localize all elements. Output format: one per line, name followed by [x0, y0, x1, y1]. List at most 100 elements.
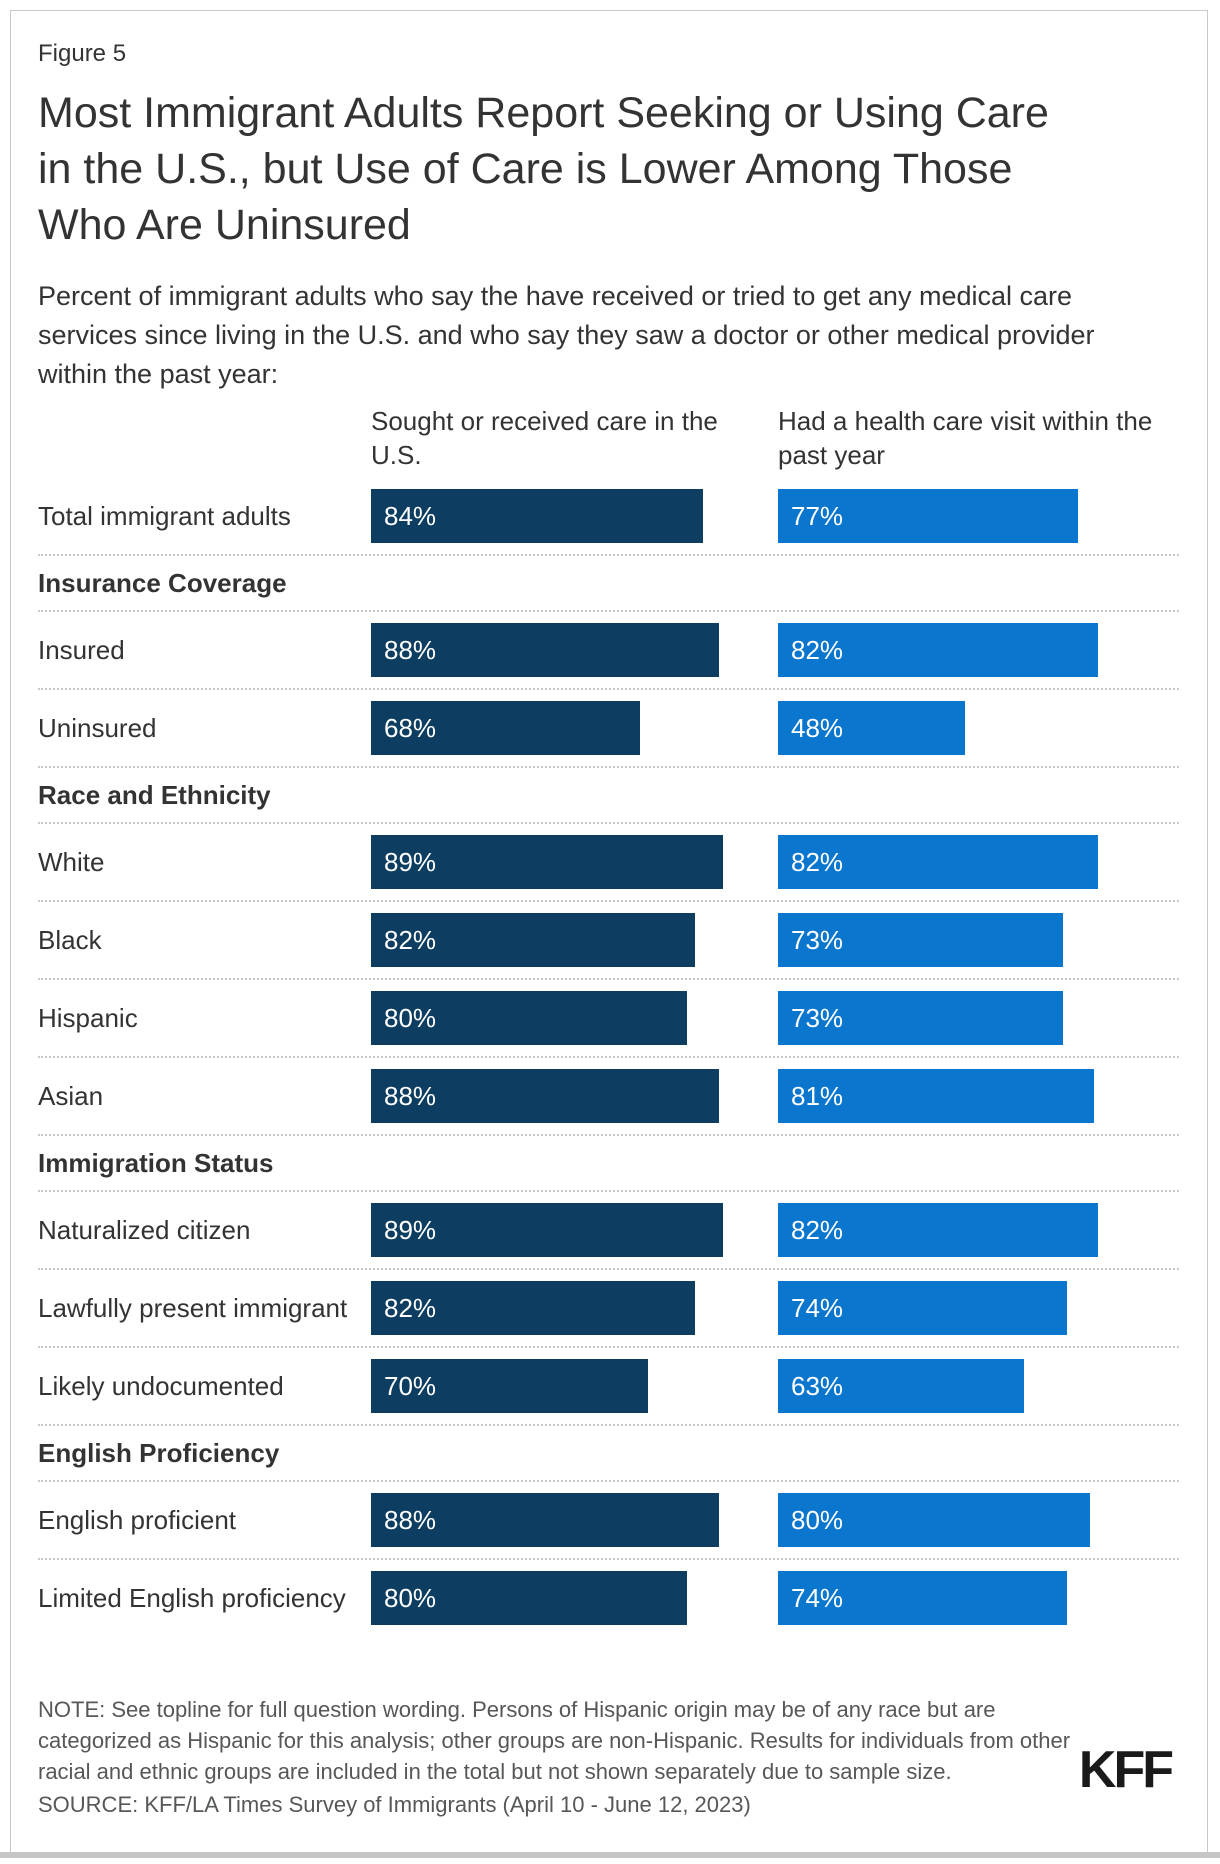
- bar-value-label: 84%: [384, 500, 437, 531]
- sought-care-bar-track: 70%: [371, 1359, 766, 1413]
- sought-care-bar-track: 84%: [371, 489, 766, 543]
- bar-value-label: 68%: [384, 712, 437, 743]
- health-visit-bar: 73%: [778, 913, 1063, 967]
- chart-title: Most Immigrant Adults Report Seeking or …: [38, 89, 1049, 249]
- bar-value-label: 82%: [384, 1292, 437, 1323]
- bar-value-label: 82%: [791, 846, 844, 877]
- bar-row: Total immigrant adults 84% 77%: [38, 478, 1179, 554]
- section-header: Immigration Status: [38, 1147, 274, 1178]
- section-header: Race and Ethnicity: [38, 779, 271, 810]
- bar-value-label: 77%: [791, 500, 844, 531]
- health-visit-bar-track: 63%: [778, 1359, 1168, 1413]
- sought-care-bar-track: 88%: [371, 1069, 766, 1123]
- health-visit-bar: 82%: [778, 835, 1098, 889]
- bar-chart: Sought or received care in the U.S. Had …: [38, 404, 1179, 1636]
- health-visit-bar-track: 74%: [778, 1281, 1168, 1335]
- health-visit-bar: 80%: [778, 1493, 1090, 1547]
- bar-row: White 89% 82%: [38, 824, 1179, 900]
- bar-row: Uninsured 68% 48%: [38, 690, 1179, 766]
- health-visit-bar: 63%: [778, 1359, 1024, 1413]
- sought-care-bar: 68%: [371, 701, 640, 755]
- bar-value-label: 80%: [791, 1504, 844, 1535]
- row-separator: [38, 1134, 1179, 1136]
- health-visit-bar: 81%: [778, 1069, 1094, 1123]
- bar-value-label: 82%: [384, 924, 437, 955]
- row-separator: [38, 1190, 1179, 1192]
- footer: NOTE: See topline for full question word…: [38, 1694, 1179, 1820]
- health-visit-bar-track: 73%: [778, 991, 1168, 1045]
- health-visit-bar-track: 82%: [778, 623, 1168, 677]
- bar-row: Naturalized citizen 89% 82%: [38, 1192, 1179, 1268]
- health-visit-bar-track: 81%: [778, 1069, 1168, 1123]
- row-separator: [38, 610, 1179, 612]
- sought-care-bar-track: 89%: [371, 835, 766, 889]
- sought-care-bar: 89%: [371, 1203, 723, 1257]
- sought-care-bar-track: 68%: [371, 701, 766, 755]
- sought-care-bar: 88%: [371, 1069, 719, 1123]
- health-visit-bar-track: 74%: [778, 1571, 1168, 1625]
- row-label: Limited English proficiency: [38, 1582, 346, 1613]
- row-separator: [38, 1056, 1179, 1058]
- health-visit-bar-track: 82%: [778, 1203, 1168, 1257]
- health-visit-bar-track: 80%: [778, 1493, 1168, 1547]
- bar-row: English proficient 88% 80%: [38, 1482, 1179, 1558]
- health-visit-bar: 74%: [778, 1571, 1067, 1625]
- row-label: Likely undocumented: [38, 1370, 284, 1401]
- chart-subtitle: Percent of immigrant adults who say the …: [38, 281, 1095, 389]
- row-separator: [38, 1480, 1179, 1482]
- sought-care-bar: 82%: [371, 913, 695, 967]
- bottom-edge-band: [0, 1852, 1220, 1858]
- chart-rows: Total immigrant adults 84% 77% Insurance Co…: [38, 478, 1179, 1636]
- health-visit-bar: 48%: [778, 701, 966, 755]
- bar-row: Black 82% 73%: [38, 902, 1179, 978]
- row-label: Uninsured: [38, 712, 157, 743]
- source-text: SOURCE: KFF/LA Times Survey of Immigrant…: [38, 1792, 751, 1817]
- health-visit-bar-track: 48%: [778, 701, 1168, 755]
- row-label: White: [38, 846, 105, 877]
- bar-value-label: 48%: [791, 712, 844, 743]
- bar-row: Asian 88% 81%: [38, 1058, 1179, 1134]
- bar-row: Insured 88% 82%: [38, 612, 1179, 688]
- bar-value-label: 88%: [384, 634, 437, 665]
- sought-care-bar: 88%: [371, 623, 719, 677]
- sought-care-bar: 70%: [371, 1359, 648, 1413]
- bar-value-label: 89%: [384, 846, 437, 877]
- sought-care-bar-track: 82%: [371, 913, 766, 967]
- sought-care-bar-track: 88%: [371, 623, 766, 677]
- sought-care-bar-track: 80%: [371, 1571, 766, 1625]
- bar-value-label: 80%: [384, 1582, 437, 1613]
- figure-card: Figure 5 Most Immigrant Adults Report Se…: [10, 10, 1208, 1854]
- sought-care-bar: 80%: [371, 1571, 687, 1625]
- sought-care-bar-track: 82%: [371, 1281, 766, 1335]
- kff-logo: KFF: [1078, 1741, 1174, 1799]
- bar-row: Limited English proficiency 80% 74%: [38, 1560, 1179, 1636]
- bar-value-label: 74%: [791, 1582, 844, 1613]
- sought-care-bar-track: 89%: [371, 1203, 766, 1257]
- bar-value-label: 73%: [791, 924, 844, 955]
- bar-value-label: 73%: [791, 1002, 844, 1033]
- column-headers: Sought or received care in the U.S. Had …: [38, 404, 1179, 478]
- bar-value-label: 63%: [791, 1370, 844, 1401]
- bar-value-label: 82%: [791, 634, 844, 665]
- row-separator: [38, 766, 1179, 768]
- row-label: Naturalized citizen: [38, 1214, 251, 1245]
- sought-care-bar: 84%: [371, 489, 703, 543]
- row-separator: [38, 1346, 1179, 1348]
- row-separator: [38, 978, 1179, 980]
- health-visit-bar: 82%: [778, 1203, 1098, 1257]
- bar-value-label: 88%: [384, 1504, 437, 1535]
- health-visit-bar-track: 77%: [778, 489, 1168, 543]
- sought-care-bar-track: 88%: [371, 1493, 766, 1547]
- bar-value-label: 88%: [384, 1080, 437, 1111]
- bar-value-label: 70%: [384, 1370, 437, 1401]
- health-visit-bar: 73%: [778, 991, 1063, 1045]
- sought-care-bar-track: 80%: [371, 991, 766, 1045]
- row-separator: [38, 822, 1179, 824]
- note-text: NOTE: See topline for full question word…: [38, 1697, 1071, 1784]
- bar-value-label: 74%: [791, 1292, 844, 1323]
- health-visit-bar-track: 73%: [778, 913, 1168, 967]
- column-header-health-visit: Had a health care visit within the past …: [778, 406, 1153, 470]
- health-visit-bar: 74%: [778, 1281, 1067, 1335]
- bar-value-label: 89%: [384, 1214, 437, 1245]
- row-label: Insured: [38, 634, 125, 665]
